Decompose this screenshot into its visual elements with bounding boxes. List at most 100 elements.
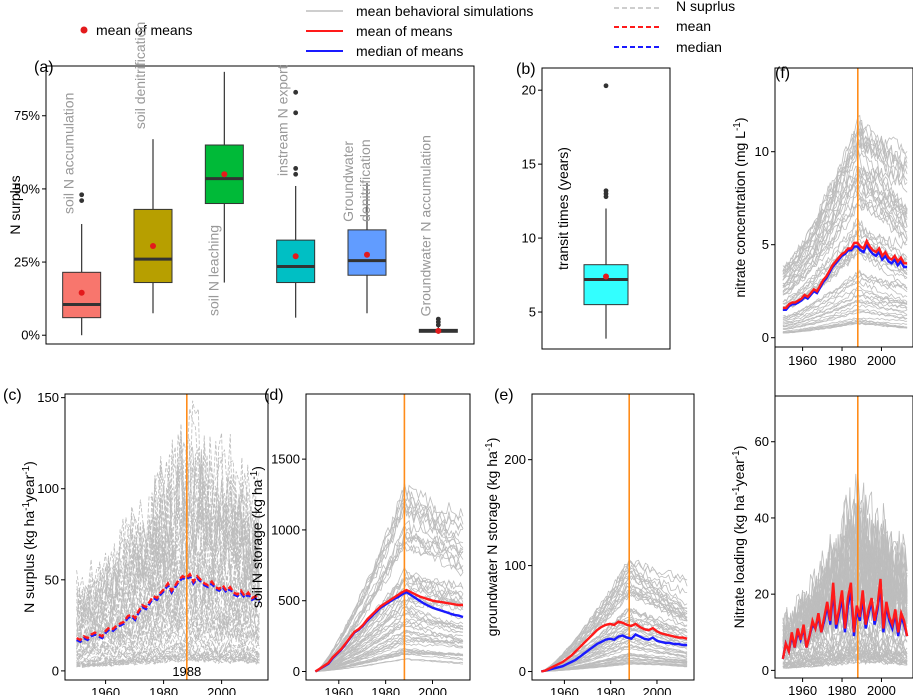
box-category-label: Groundwater N accumulation — [417, 135, 433, 316]
box-outlier — [603, 188, 609, 194]
legend: mean of means mean behavioral simulation… — [80, 0, 735, 59]
panel-f1-median-line — [782, 241, 908, 311]
panel-e-ytick-label: 0 — [519, 664, 526, 679]
panel-c-sim-line — [76, 617, 260, 659]
box-outlier — [79, 198, 85, 204]
panel-d-ylabel: soil N storage (kg ha-1) — [249, 466, 266, 608]
panel-f1-sim-line — [782, 299, 908, 327]
panel-f2-sim-line — [782, 554, 908, 653]
panel-d-sim-line — [315, 496, 464, 672]
panel-d-label: (d) — [264, 387, 284, 404]
panel-e-sim-line — [541, 564, 688, 672]
panel-e-sim-line — [541, 577, 688, 672]
panel-f2-ytick-label: 20 — [755, 587, 769, 602]
panel-c-xtick-label: 1960 — [91, 685, 120, 695]
panel-c-sim-line — [76, 501, 260, 632]
panel-d-sim-line — [315, 647, 464, 672]
panel-f2-sim-line — [782, 486, 908, 641]
panel-c-sim-line — [76, 579, 260, 650]
panel-d-sim-line — [315, 642, 464, 672]
panel-f1-sim-line — [782, 277, 908, 320]
panel-f1-sim-line — [782, 289, 908, 323]
panel-f1-sim-line — [782, 322, 908, 334]
panel-e-sim-line — [541, 657, 688, 672]
panel-d-xtick-label: 2000 — [418, 685, 447, 695]
legend-mean-of-means-label: mean of means — [96, 22, 193, 38]
panel-a-frame — [45, 65, 475, 345]
panel-f2-ytick-label: 40 — [755, 510, 769, 525]
legend-median-dash-label: median — [676, 39, 722, 55]
panel-c-mean-line — [76, 572, 261, 642]
panel-f1-sim-line — [782, 318, 908, 333]
box-mean-dot — [221, 171, 228, 178]
panel-c-sim-line — [76, 467, 260, 622]
panel-f2-sim-line — [782, 619, 908, 661]
panel-d-plot — [314, 394, 464, 680]
box-mean-dot — [435, 327, 442, 334]
box-mean-dot — [603, 273, 609, 280]
panel-d-sim-line — [315, 535, 464, 672]
box-a-2: soil N leaching — [204, 71, 244, 316]
panel-d-xtick-label: 1960 — [324, 685, 353, 695]
panel-e-sim-line — [541, 616, 688, 672]
panel-b-ytick-label: 10 — [522, 231, 536, 246]
legend-sim-label: mean behavioral simulations — [356, 3, 533, 19]
panel-c-sim-line — [76, 610, 260, 658]
box-outlier — [79, 192, 85, 198]
panel-a-ytick-label: 25% — [14, 255, 40, 270]
box-body — [276, 239, 316, 284]
box-category-label: soil N leaching — [205, 225, 221, 316]
panel-f1-sim-line — [782, 146, 908, 281]
panel-f1-ytick-label: 0 — [762, 330, 769, 345]
panel-c-sim-line — [76, 542, 260, 647]
panel-e-frame — [531, 393, 695, 681]
panel-c-sim-line — [76, 653, 260, 668]
panel-e-label: (e) — [494, 387, 514, 404]
panel-e-ylabel: groundwater N storage (kg ha-1) — [484, 438, 501, 637]
panel-e-sim-line — [541, 587, 688, 672]
panel-f1-sim-line — [782, 216, 908, 303]
box-a-5: Groundwater N accumulation — [417, 135, 458, 334]
panel-d-frame — [305, 393, 471, 681]
panel-f2-sim-line — [782, 646, 908, 668]
panel-d-mean-line — [314, 588, 463, 673]
panel-f1-sim-line — [782, 167, 908, 287]
panel-e-sim-line — [541, 648, 688, 672]
panel-c-sim-line — [76, 455, 260, 625]
panel-c-sim-line — [76, 606, 260, 656]
panel-c-sim-line — [76, 652, 260, 668]
panel-f1-ylabel: nitrate concentration (mg L-1) — [732, 117, 749, 297]
panel-e-sim-line — [541, 661, 688, 672]
panel-f1-plot — [782, 68, 908, 347]
panel-f1-sim-line — [782, 310, 908, 330]
panel-f1-sim-line — [782, 294, 908, 325]
panel-e-plot — [541, 394, 688, 680]
panel-e-xtick-label: 1960 — [550, 685, 579, 695]
panel-e-sim-line — [541, 644, 688, 672]
panel-f1-sim-line — [782, 196, 908, 295]
panel-f2-sim-line — [782, 637, 908, 665]
box-outlier — [293, 171, 299, 177]
panel-d-sim-line — [315, 624, 464, 672]
panel-f1-mean-line — [782, 238, 908, 310]
panel-f1-sim-line — [782, 300, 908, 327]
panel-d-sim-line — [315, 629, 464, 672]
box-category-label: soil denitrification — [132, 22, 148, 129]
panel-d-sim-line — [315, 531, 464, 672]
panel-f2-mean-line — [781, 578, 909, 660]
legend-mean-label: mean of means — [356, 23, 453, 39]
panel-c-ytick-label: 50 — [45, 572, 59, 587]
box-a-4: Groundwaterdenitrification — [340, 139, 387, 314]
panel-b-ytick-label: 5 — [529, 305, 536, 320]
panel-f1-sim-line — [782, 285, 908, 322]
panel-c-sim-line — [76, 636, 260, 666]
panel-c-ytick-label: 150 — [37, 390, 59, 405]
box-mean-dot — [78, 289, 85, 296]
panel-d-sim-line — [315, 611, 463, 672]
legend-nsurplus-label: N suprlus — [676, 0, 735, 14]
panel-f1-sim-line — [782, 270, 908, 319]
panel-d-ytick-label: 1000 — [271, 522, 300, 537]
panel-f2-sim-line — [782, 473, 908, 639]
box-category-label: Groundwaterdenitrification — [340, 139, 373, 222]
panel-c-sim-line — [76, 652, 260, 668]
